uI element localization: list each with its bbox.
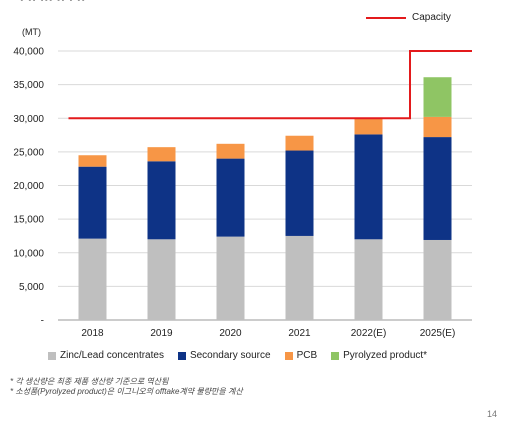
capacity-line (68, 50, 472, 120)
bar-segment-pcb (78, 155, 107, 167)
y-tick-label: 15,000 (13, 215, 44, 226)
bar-segment-zinc (285, 235, 314, 320)
x-tick-label: 2021 (288, 328, 311, 339)
bar-segment-secondary (78, 166, 107, 239)
page-title-fragment: · ·· ··· ·· · ·· (20, 0, 86, 7)
x-tick-label: 2025(E) (420, 328, 456, 339)
bar-segment-secondary (285, 150, 314, 236)
x-tick-label: 2018 (81, 328, 104, 339)
capacity-legend: Capacity (366, 12, 451, 23)
bar-segment-zinc (78, 238, 107, 320)
page-number: 14 (486, 409, 497, 419)
bar-segment-zinc (423, 239, 452, 320)
bar-segment-secondary (354, 134, 383, 240)
bar-segment-zinc (216, 236, 245, 320)
legend-swatch-pyrolyzed (331, 351, 340, 360)
capacity-legend-label: Capacity (412, 12, 451, 23)
legend-swatch-zinc (48, 351, 56, 360)
legend-label-pcb: PCB (296, 350, 318, 361)
y-tick-label: 40,000 (13, 47, 44, 58)
bar-segment-zinc (354, 239, 383, 320)
y-unit-label: (MT) (22, 27, 41, 37)
footnote-2: * 소성품(Pyrolyzed product)은 이그니오의 offtake계… (10, 387, 243, 396)
y-tick-label: 20,000 (13, 181, 44, 192)
bar-segment-pcb (147, 147, 176, 162)
bar-segment-pcb (285, 135, 314, 151)
bar-segment-pcb (354, 118, 383, 135)
y-tick-label: - (41, 316, 44, 327)
legend-swatch-secondary (177, 351, 186, 360)
footnotes: * 각 생산량은 최종 제품 생산량 기준으로 역산됨 * 소성품(Pyroly… (10, 377, 243, 397)
bar-segment-pyrolyzed (423, 77, 452, 117)
y-tick-label: 25,000 (13, 147, 44, 158)
legend-item-pyrolyzed: Pyrolyzed product* (331, 350, 427, 361)
y-tick-label: 35,000 (13, 80, 44, 91)
x-tick-label: 2022(E) (351, 328, 387, 339)
legend-label-pyrolyzed: Pyrolyzed product* (343, 350, 428, 361)
y-tick-label: 30,000 (13, 114, 44, 125)
chart-legend: Zinc/Lead concentrates Secondary source … (48, 350, 427, 361)
y-tick-label: 10,000 (13, 248, 44, 259)
legend-item-secondary: Secondary source (177, 350, 271, 361)
bar-segment-pcb (216, 143, 245, 159)
x-tick-label: 2020 (219, 328, 242, 339)
legend-label-zinc: Zinc/Lead concentrates (60, 350, 164, 361)
bar-segment-secondary (147, 161, 176, 240)
legend-label-secondary: Secondary source (189, 350, 271, 361)
bar-segment-secondary (423, 137, 452, 240)
legend-item-pcb: PCB (284, 350, 318, 361)
capacity-legend-line (366, 16, 406, 19)
legend-item-zinc: Zinc/Lead concentrates (48, 350, 164, 361)
bar-segment-secondary (216, 158, 245, 237)
bar-segment-pcb (423, 116, 452, 138)
footnote-1: * 각 생산량은 최종 제품 생산량 기준으로 역산됨 (10, 377, 169, 386)
legend-swatch-pcb (284, 351, 293, 360)
x-tick-label: 2019 (150, 328, 173, 339)
y-tick-label: 5,000 (19, 282, 44, 293)
bar-segment-zinc (147, 239, 176, 320)
